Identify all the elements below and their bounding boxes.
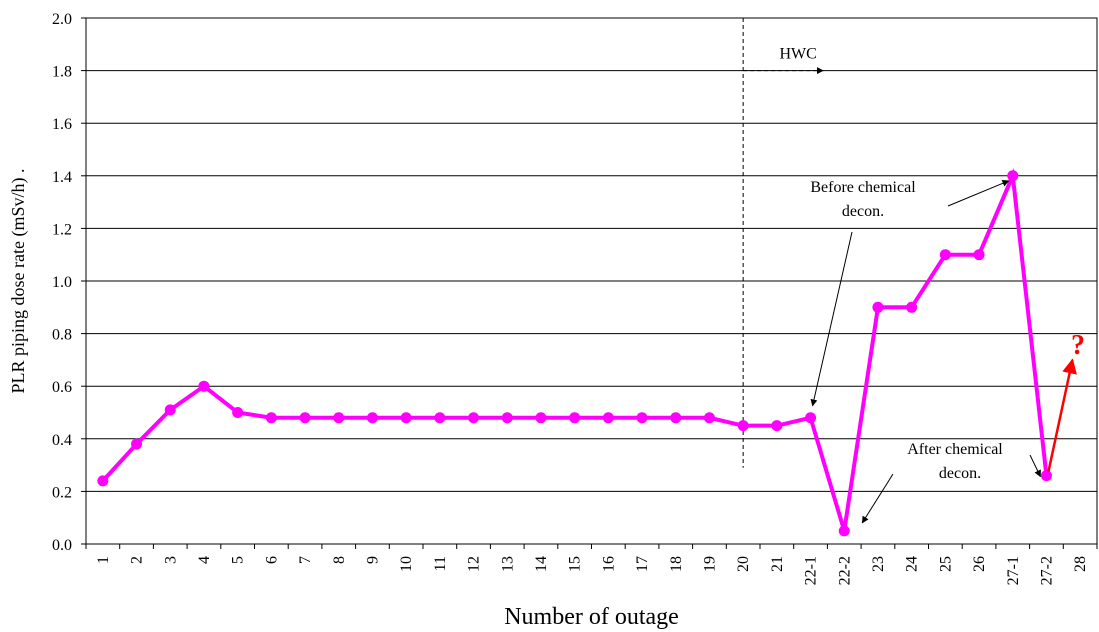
future-trend-arrow bbox=[1047, 358, 1077, 472]
data-point bbox=[939, 249, 951, 261]
x-tick-label: 22-1 bbox=[803, 556, 820, 585]
x-tick-label: 26 bbox=[971, 556, 988, 572]
x-tick-label: 8 bbox=[331, 556, 348, 564]
x-tick-label: 2 bbox=[129, 556, 146, 564]
x-tick-label: 17 bbox=[634, 556, 651, 572]
data-point bbox=[771, 420, 783, 432]
data-point bbox=[703, 412, 715, 424]
data-point bbox=[569, 412, 581, 424]
series-line bbox=[101, 168, 1049, 532]
data-point bbox=[97, 475, 109, 487]
x-tick-label: 7 bbox=[297, 556, 314, 564]
x-tick-label: 19 bbox=[701, 556, 718, 572]
x-tick-label: 13 bbox=[499, 556, 516, 572]
data-point bbox=[670, 412, 682, 424]
x-tick-label: 23 bbox=[870, 556, 887, 572]
data-point bbox=[501, 412, 513, 424]
x-tick-label: 25 bbox=[937, 556, 954, 572]
x-tick-label: 6 bbox=[263, 556, 280, 564]
before-decon-label-line1: Before chemical bbox=[810, 179, 916, 196]
before-decon-arrow-to-27-1 bbox=[947, 179, 1010, 207]
y-tick-label: 2.0 bbox=[52, 11, 72, 28]
data-point bbox=[299, 412, 311, 424]
question-mark: ? bbox=[1071, 330, 1085, 361]
data-point bbox=[333, 412, 345, 424]
data-point bbox=[737, 420, 749, 432]
y-axis-title: PLR piping dose rate (mSv/h) . bbox=[8, 169, 29, 394]
data-point bbox=[1040, 470, 1052, 482]
data-point bbox=[400, 412, 412, 424]
y-tick-label: 0.0 bbox=[52, 537, 72, 554]
after-decon-arrow-to-27-2 bbox=[1029, 454, 1041, 478]
data-point bbox=[164, 404, 176, 416]
x-tick-label: 18 bbox=[668, 556, 685, 572]
x-tick-label: 4 bbox=[196, 556, 213, 564]
data-point bbox=[131, 438, 143, 450]
data-point bbox=[872, 301, 884, 313]
data-point bbox=[434, 412, 446, 424]
after-decon-label-line1: After chemical bbox=[907, 441, 1003, 458]
y-tick-label: 0.4 bbox=[52, 432, 72, 449]
data-point bbox=[1007, 170, 1019, 182]
y-tick-label: 1.8 bbox=[52, 64, 72, 81]
y-tick-label: 0.8 bbox=[52, 327, 72, 344]
x-tick-label: 15 bbox=[567, 556, 584, 572]
x-tick-label: 22-2 bbox=[836, 556, 853, 585]
data-point bbox=[602, 412, 614, 424]
x-axis-ticks: 1 2 3 4 5 6 7 8 9 10 11 12 13 14 15 16 17 18 19 20 21 22-1 22-… bbox=[85, 544, 1098, 585]
data-point bbox=[973, 249, 985, 261]
x-tick-label: 27-2 bbox=[1038, 556, 1055, 585]
series-layer bbox=[97, 168, 1052, 537]
data-point bbox=[906, 301, 918, 313]
data-point bbox=[198, 380, 210, 392]
y-tick-label: 1.6 bbox=[52, 116, 72, 133]
x-tick-label: 12 bbox=[466, 556, 483, 572]
x-tick-label: 5 bbox=[230, 556, 247, 564]
x-tick-label: 16 bbox=[600, 556, 617, 572]
data-point bbox=[838, 525, 850, 537]
x-tick-label: 10 bbox=[398, 556, 415, 572]
before-decon-arrow-to-22-1 bbox=[810, 231, 853, 407]
y-tick-label: 1.0 bbox=[52, 274, 72, 291]
hwc-label: HWC bbox=[779, 46, 816, 63]
x-tick-label: 27-1 bbox=[1005, 556, 1022, 585]
x-tick-label: 24 bbox=[904, 556, 921, 572]
data-point bbox=[535, 412, 547, 424]
x-tick-label: 28 bbox=[1072, 556, 1089, 572]
data-point bbox=[468, 412, 480, 424]
x-tick-label: 20 bbox=[735, 556, 752, 572]
data-point bbox=[232, 407, 244, 418]
after-decon-label-line2: decon. bbox=[939, 465, 981, 482]
y-tick-label: 0.2 bbox=[52, 484, 72, 501]
y-axis-ticks: 0.0 0.2 0.4 0.6 0.8 1.0 1.2 1.4 1.6 1.8 2.0 bbox=[52, 11, 86, 554]
after-decon-arrow-to-22-2 bbox=[861, 473, 894, 524]
data-point bbox=[366, 412, 378, 424]
x-tick-label: 3 bbox=[162, 556, 179, 564]
y-tick-label: 1.2 bbox=[52, 221, 72, 238]
y-tick-label: 0.6 bbox=[52, 379, 72, 396]
x-axis-title: Number of outage bbox=[504, 604, 679, 630]
x-tick-label: 9 bbox=[364, 556, 381, 564]
x-tick-label: 1 bbox=[95, 556, 112, 564]
y-tick-label: 1.4 bbox=[52, 169, 72, 186]
data-point bbox=[636, 412, 648, 424]
x-tick-label: 11 bbox=[432, 556, 449, 571]
x-tick-label: 21 bbox=[769, 556, 786, 572]
x-tick-label: 14 bbox=[533, 556, 550, 572]
data-point bbox=[805, 412, 817, 424]
data-point bbox=[265, 412, 277, 424]
before-decon-label-line2: decon. bbox=[842, 203, 884, 220]
